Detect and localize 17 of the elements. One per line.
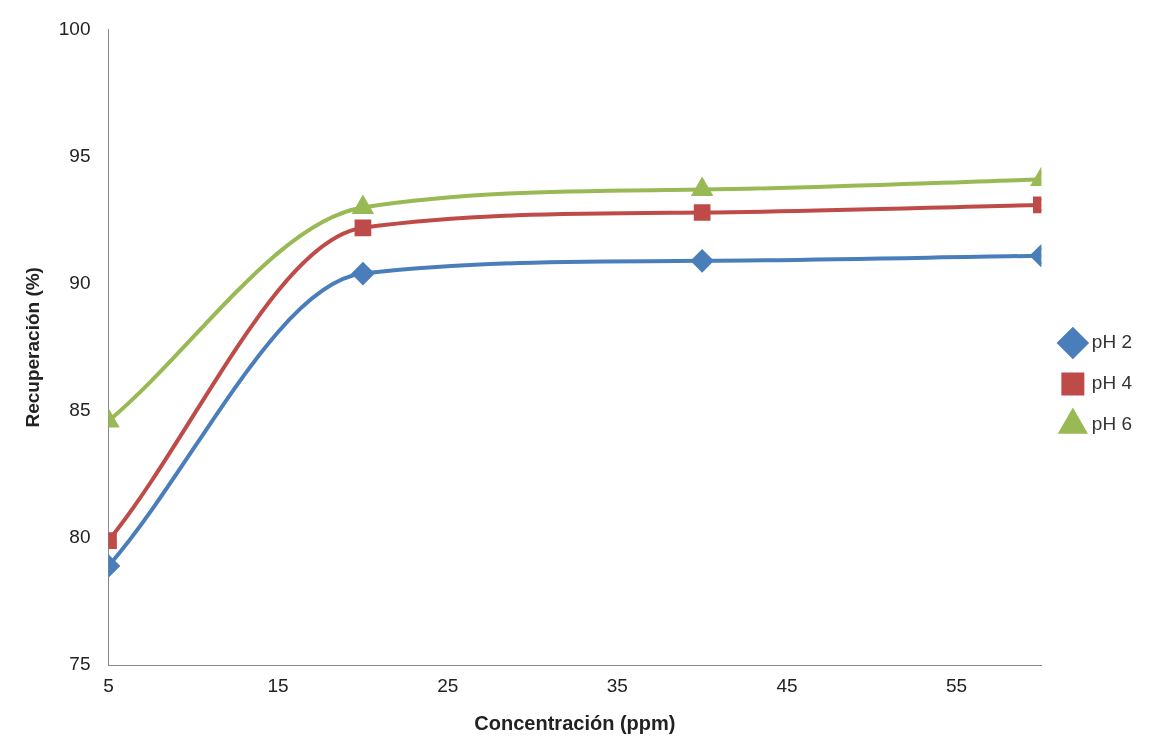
legend-label: pH 6 [1091,413,1133,435]
y-tick-label: 80 [69,526,91,548]
x-tick-label: 15 [267,674,289,696]
y-tick-label: 100 [58,17,91,39]
legend-label: pH 4 [1091,372,1133,394]
y-tick-label: 75 [69,653,91,675]
y-tick-label: 90 [69,271,91,293]
x-tick-label: 25 [437,674,459,696]
x-tick-label: 45 [776,674,798,696]
x-tick-label: 5 [103,674,114,696]
y-tick-label: 95 [69,144,91,166]
legend-label: pH 2 [1091,331,1133,353]
x-tick-label: 55 [945,674,968,696]
y-tick-label: 85 [69,399,91,421]
x-tick-label: 35 [606,674,628,696]
y-axis-title: Recuperación (%) [21,267,43,428]
x-axis-title: Concentración (ppm) [474,711,676,734]
